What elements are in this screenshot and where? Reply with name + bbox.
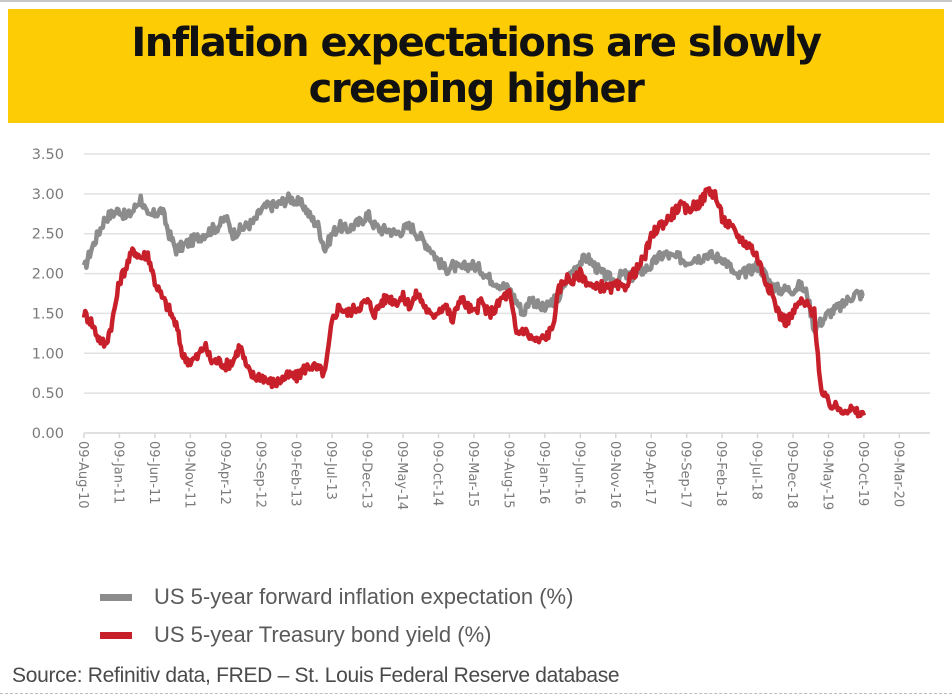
x-tick-label: 09-Apr-17 xyxy=(642,441,657,505)
x-axis: 09-Aug-10 09-Jan-11 09-Jun-11 09-Nov-11 09-A… xyxy=(75,432,930,510)
legend-item-inflation-expectation: US 5-year forward inflation expectation … xyxy=(100,578,573,616)
legend-swatch-gray xyxy=(100,593,132,601)
x-tick-label: 09-Aug-10 xyxy=(75,441,90,509)
series-line-inflation-expectation xyxy=(81,191,865,336)
y-tick-label: 1.50 xyxy=(32,306,64,322)
x-tick-label: 09-Feb-18 xyxy=(713,441,728,506)
legend-swatch-red xyxy=(100,631,132,639)
x-tick-label: 09-Nov-16 xyxy=(607,441,622,509)
x-tick-label: 09-Jun-11 xyxy=(146,441,161,505)
y-tick-label: 3.00 xyxy=(32,187,64,203)
top-rule xyxy=(0,0,952,2)
y-axis-ticks: 0.00 0.50 1.00 1.50 2.00 2.50 3.00 3.50 xyxy=(32,147,64,442)
x-tick-label: 09-Sep-12 xyxy=(252,441,267,508)
x-tick-label: 09-May-14 xyxy=(394,441,409,510)
x-tick-label: 09-Feb-13 xyxy=(288,441,303,506)
chart-title: Inflation expectations are slowly creepi… xyxy=(131,20,822,112)
legend-label: US 5-year Treasury bond yield (%) xyxy=(154,622,492,647)
series-line-treasury-yield xyxy=(81,186,867,419)
title-banner: Inflation expectations are slowly creepi… xyxy=(8,9,944,123)
x-tick-label: 09-May-19 xyxy=(819,441,834,510)
legend-item-treasury-yield: US 5-year Treasury bond yield (%) xyxy=(100,616,573,654)
x-tick-label: 09-Oct-14 xyxy=(430,441,445,506)
x-tick-label: 09-Sep-17 xyxy=(678,441,693,508)
x-tick-label: 09-Dec-18 xyxy=(784,441,799,509)
x-tick-label: 09-Aug-15 xyxy=(500,441,515,509)
y-tick-label: 1.00 xyxy=(32,346,64,362)
x-tick-label: 09-Apr-12 xyxy=(217,441,232,505)
series-lines xyxy=(81,186,867,419)
x-tick-label: 09-Nov-11 xyxy=(181,441,196,509)
x-tick-label: 09-Jan-16 xyxy=(536,441,551,504)
source-note: Source: Refinitiv data, FRED – St. Louis… xyxy=(12,664,620,687)
y-tick-label: 3.50 xyxy=(32,147,64,163)
x-tick-label: 09-Jan-11 xyxy=(110,441,125,504)
legend: US 5-year forward inflation expectation … xyxy=(100,578,573,654)
x-tick-label: 09-Oct-19 xyxy=(855,441,870,506)
x-tick-label: 09-Jun-16 xyxy=(571,441,586,505)
y-tick-label: 2.00 xyxy=(32,267,64,283)
x-tick-label: 09-Dec-13 xyxy=(359,441,374,509)
x-tick-label: 09-Mar-20 xyxy=(890,441,905,507)
y-tick-label: 2.50 xyxy=(32,227,64,243)
y-tick-label: 0.00 xyxy=(32,426,64,442)
line-chart: 0.00 0.50 1.00 1.50 2.00 2.50 3.00 3.50 09-Aug-… xyxy=(32,147,930,510)
y-tick-label: 0.50 xyxy=(32,386,64,402)
x-tick-label: 09-Jul-18 xyxy=(749,441,764,500)
gridlines xyxy=(84,153,930,394)
x-tick-label: 09-Mar-15 xyxy=(465,441,480,507)
legend-label: US 5-year forward inflation expectation … xyxy=(154,584,574,609)
x-tick-label: 09-Jul-13 xyxy=(323,441,338,500)
bottom-rule xyxy=(0,693,952,694)
